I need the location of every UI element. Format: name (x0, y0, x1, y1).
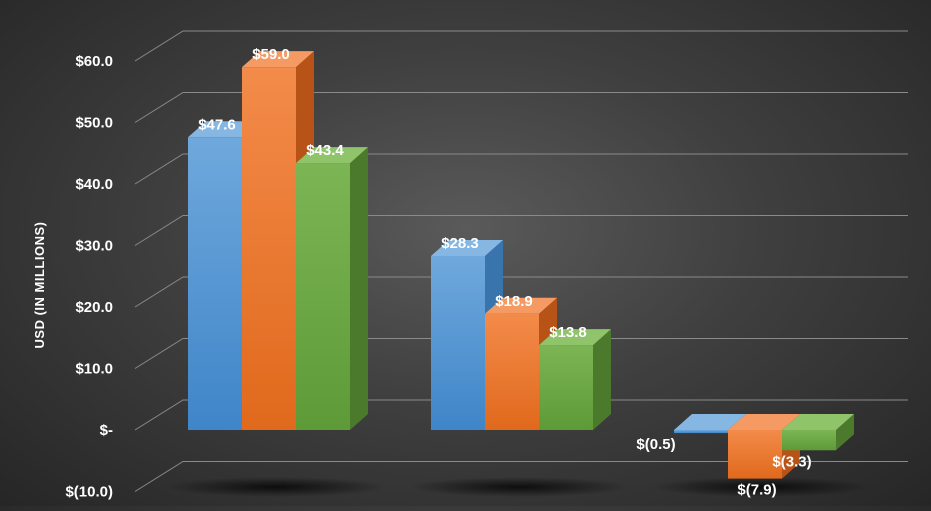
y-tick-label: $20.0 (75, 299, 113, 316)
y-tick-label: $10.0 (75, 361, 113, 378)
bar-front-face (431, 255, 485, 430)
bar-top-face (728, 414, 800, 430)
bar-front-face (485, 313, 539, 430)
bar-front-face (242, 67, 296, 431)
gridline (134, 153, 908, 185)
bar-front-face (296, 163, 350, 430)
data-label: $18.9 (495, 293, 533, 310)
y-tick-label: $60.0 (75, 53, 113, 70)
bar (539, 329, 611, 430)
bar-front-face (728, 430, 782, 479)
bar-front-face (674, 430, 728, 434)
bar-group-shadow (409, 477, 629, 497)
gridline (134, 399, 908, 431)
bar-top-face (431, 239, 503, 256)
bar-side-face (350, 147, 368, 430)
bar-front-face (539, 345, 593, 430)
bar-group-shadow (652, 477, 872, 497)
data-label: $43.4 (306, 142, 344, 159)
y-tick-label: $50.0 (75, 115, 113, 132)
data-label: $(3.3) (772, 453, 811, 470)
bar (296, 147, 368, 430)
bar-top-face (782, 414, 854, 430)
bar-side-face (593, 329, 611, 430)
gridline (134, 30, 908, 62)
y-tick-label: $30.0 (75, 238, 113, 255)
bar-front-face (188, 137, 242, 430)
bar-group-shadow (166, 477, 386, 497)
data-label: $28.3 (441, 235, 479, 252)
bar-top-face (296, 147, 368, 164)
data-label: $(0.5) (636, 436, 675, 453)
bar-front-face (782, 430, 836, 451)
data-label: $47.6 (198, 116, 236, 133)
y-tick-label: $40.0 (75, 176, 113, 193)
bar-top-face (242, 51, 314, 68)
y-tick-label: $- (100, 422, 113, 439)
bar-top-face (674, 414, 746, 430)
gridline (134, 92, 908, 123)
gridline (134, 461, 908, 492)
bar-top-face (485, 297, 557, 314)
y-tick-label: $(10.0) (65, 484, 113, 501)
y-axis-title: USD (IN MILLIONS) (32, 222, 47, 349)
bar-side-face (836, 414, 854, 451)
gridline (134, 338, 908, 369)
gridline (134, 215, 908, 246)
data-label: $59.0 (252, 46, 290, 63)
bar (782, 414, 854, 451)
data-label: $13.8 (549, 324, 587, 341)
gridline (134, 276, 908, 308)
bar-top-face (539, 329, 611, 346)
data-label: $(7.9) (737, 482, 776, 499)
